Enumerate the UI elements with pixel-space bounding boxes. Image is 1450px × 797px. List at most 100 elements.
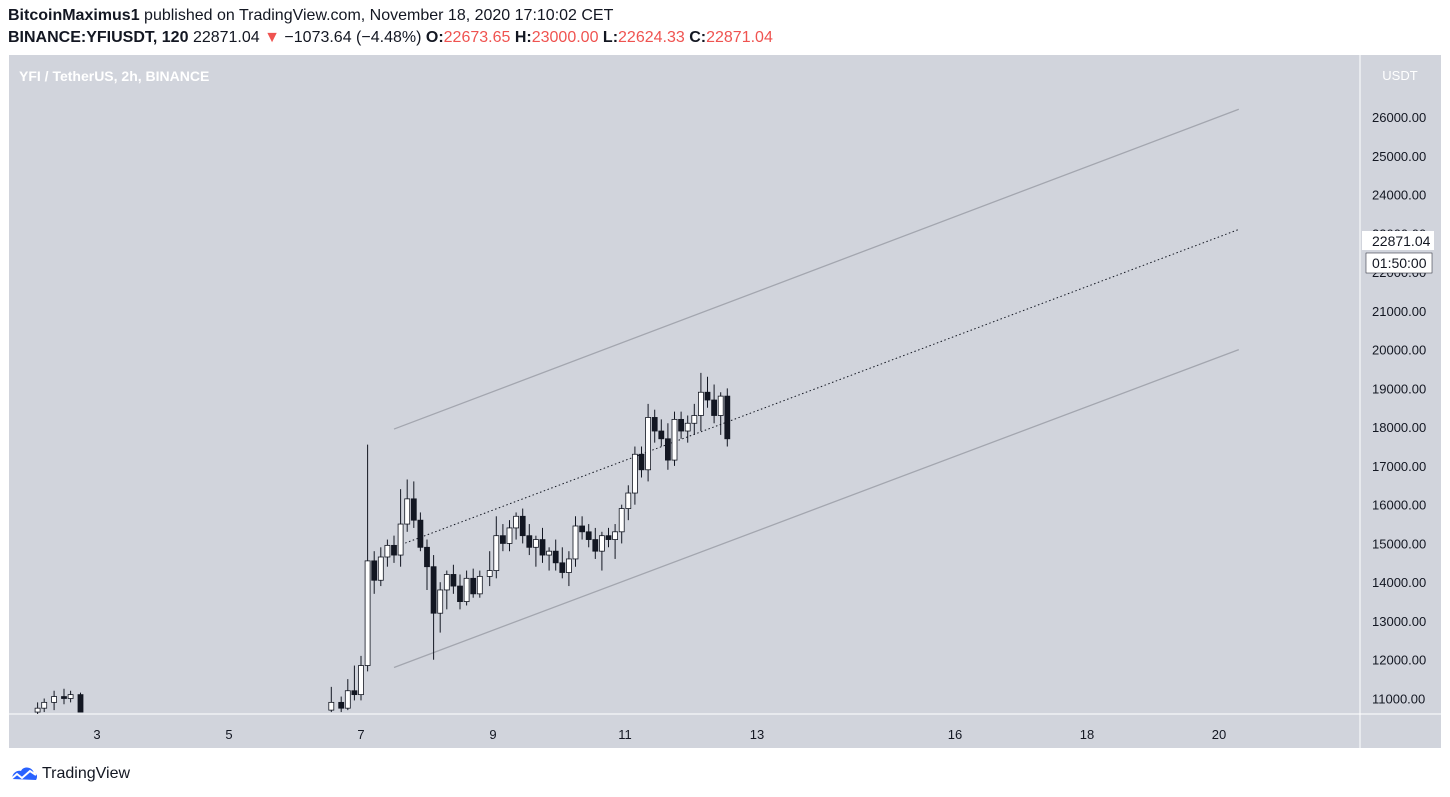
candle-body <box>559 562 566 573</box>
y-tick-label: 26000.00 <box>1372 110 1426 125</box>
y-tick-label: 16000.00 <box>1372 498 1426 513</box>
candle-body <box>599 535 605 552</box>
candle <box>67 690 74 703</box>
candle-body <box>526 535 533 548</box>
candle-body <box>457 585 463 602</box>
candle-body <box>499 535 506 544</box>
candle <box>665 423 671 470</box>
candle <box>328 686 335 713</box>
candle <box>698 372 704 432</box>
x-tick-label: 11 <box>618 727 632 742</box>
candle-body <box>417 519 424 548</box>
candle <box>443 570 450 610</box>
x-tick-label: 13 <box>750 727 764 742</box>
candle <box>618 504 625 544</box>
candle-body <box>724 395 731 440</box>
candle <box>566 551 572 587</box>
candle-body <box>34 707 41 713</box>
candle <box>34 702 41 714</box>
candle <box>585 524 592 548</box>
candle-body <box>476 575 483 595</box>
candle <box>506 520 513 552</box>
candle-body <box>552 550 559 564</box>
candle-body <box>344 690 351 709</box>
candle <box>572 516 579 567</box>
candle-body <box>61 696 67 699</box>
close-value: 22871.04 <box>706 29 773 46</box>
candle-body <box>404 498 411 525</box>
candle-body <box>493 535 500 571</box>
candle-body <box>328 701 335 711</box>
y-tick-label: 18000.00 <box>1372 420 1426 435</box>
x-tick-label: 18 <box>1080 727 1094 742</box>
candle-body <box>437 589 444 614</box>
channel-lower-line[interactable] <box>393 349 1240 669</box>
candle <box>499 524 506 552</box>
last-price-label: 22871.04 <box>1372 233 1431 249</box>
candle-body <box>430 566 437 614</box>
candle-body <box>513 515 519 529</box>
candle <box>430 555 437 660</box>
candle-body <box>625 492 632 509</box>
candle-body <box>470 577 477 595</box>
footer-brand[interactable]: TradingView <box>8 763 130 785</box>
candle-body <box>424 546 430 568</box>
candle <box>552 539 559 571</box>
candle <box>344 679 351 711</box>
open-label: O: <box>425 29 444 46</box>
candle <box>457 574 463 610</box>
candle <box>519 508 526 544</box>
candle-body <box>711 399 717 416</box>
candle-body <box>717 395 724 416</box>
candle-body <box>533 539 539 548</box>
last-price: 22871.04 <box>192 29 260 46</box>
candles <box>34 372 731 714</box>
candle-body <box>665 438 671 461</box>
candle <box>625 485 632 521</box>
candle-body <box>358 665 364 696</box>
candle-body <box>704 391 711 401</box>
x-tick-label: 5 <box>225 727 232 742</box>
candle-body <box>678 418 684 432</box>
candle <box>612 524 618 559</box>
channel-middle-line[interactable] <box>393 228 1239 548</box>
candle-body <box>51 696 57 703</box>
y-tick-label: 20000.00 <box>1372 343 1426 358</box>
candle <box>546 547 552 571</box>
candle <box>638 446 645 478</box>
candle <box>417 512 424 552</box>
candle-body <box>450 574 457 587</box>
candle <box>493 516 500 579</box>
price-axis-unit: USDT <box>1382 68 1417 83</box>
last-price-box <box>1362 231 1434 250</box>
x-tick-label: 16 <box>948 727 962 742</box>
candle <box>384 539 391 567</box>
candle <box>533 535 539 567</box>
publish-info: BitcoinMaximus1 published on TradingView… <box>8 7 613 25</box>
published-text: published on TradingView.com, November 1… <box>144 7 614 24</box>
y-tick-label: 12000.00 <box>1372 653 1426 668</box>
candle-body <box>41 701 48 709</box>
candle-body <box>351 690 358 696</box>
candle-body <box>377 556 384 581</box>
candle-body <box>632 453 638 494</box>
channel-upper-line[interactable] <box>393 108 1240 430</box>
candle <box>724 388 731 447</box>
close-label: C: <box>689 29 707 46</box>
candle <box>651 409 658 443</box>
candle <box>678 411 684 439</box>
candle <box>77 692 84 713</box>
candle <box>704 376 711 408</box>
candle-body <box>539 539 546 556</box>
candle-body <box>67 694 74 699</box>
author-name[interactable]: BitcoinMaximus1 <box>8 7 140 24</box>
chart-title: YFI / TetherUS, 2h, BINANCE <box>19 68 209 84</box>
candle <box>404 479 411 532</box>
x-tick-label: 3 <box>93 727 100 742</box>
candle <box>658 419 665 447</box>
y-tick-label: 25000.00 <box>1372 149 1426 164</box>
candle-body <box>698 391 704 416</box>
parallel-channel[interactable] <box>393 108 1240 669</box>
candle <box>51 690 57 711</box>
